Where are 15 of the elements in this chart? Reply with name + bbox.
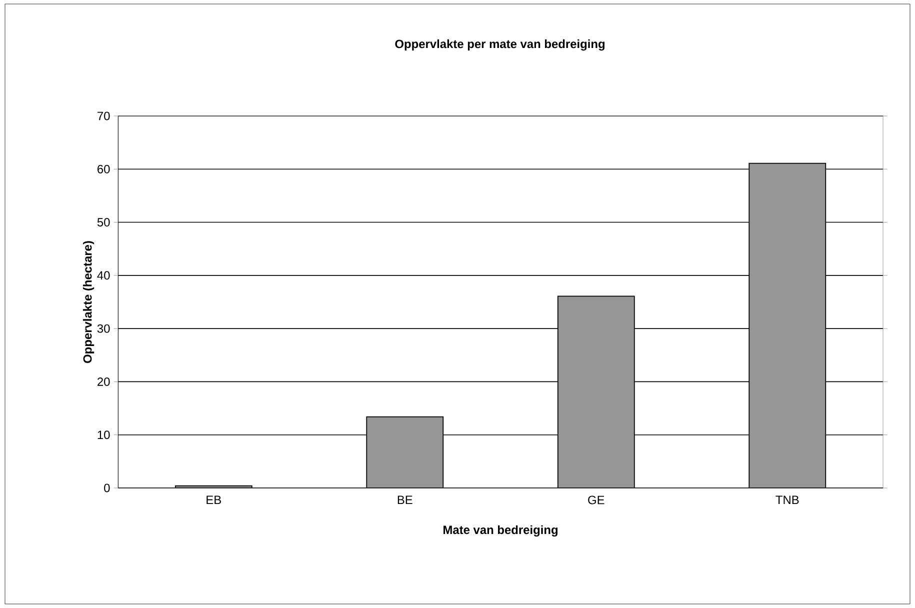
y-tick-label: 10 (98, 430, 110, 440)
x-tick-label: BE (398, 496, 412, 504)
chart-title: Oppervlakte per mate van bedreiging (395, 39, 604, 51)
y-tick-label: 70 (98, 112, 110, 120)
x-tick-label: TNB (776, 496, 799, 504)
y-tick-label: 30 (97, 324, 110, 333)
y-tick-label: 20 (98, 377, 110, 386)
x-tick-label: GE (588, 496, 604, 504)
y-tick-label: 0 (104, 484, 110, 492)
y-tick-label: 60 (98, 164, 110, 174)
x-tick-label: EB (206, 496, 221, 504)
y-axis-title: Oppervlakte (hectare) (82, 241, 94, 363)
x-axis-title: Mate van bedreiging (444, 525, 558, 537)
y-tick-label: 50 (97, 218, 110, 226)
y-tick-label: 40 (97, 271, 110, 280)
